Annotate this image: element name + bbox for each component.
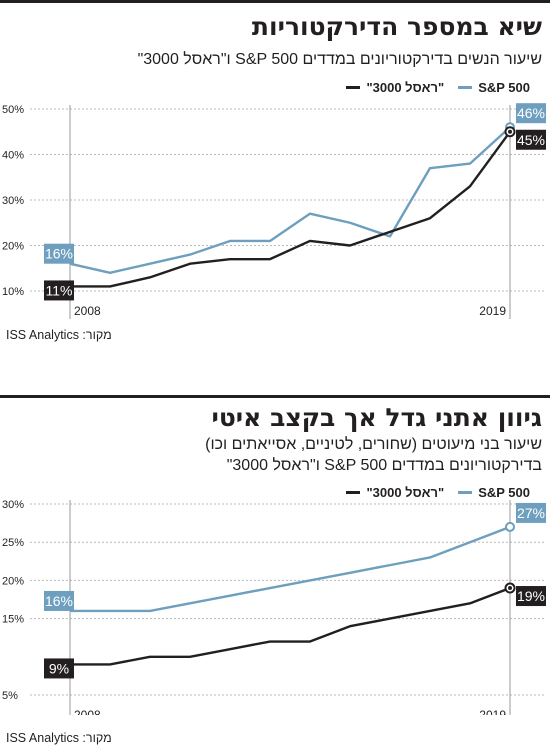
panel-title: גיוון אתני גדל אך בקצב איטי [211,403,542,432]
top-rule [0,0,550,3]
y-tick-label: 30% [2,499,24,511]
data-label-sp500-last: 46% [516,103,546,124]
data-label-russell-first: 9% [44,658,74,679]
series-line-1 [70,586,511,666]
legend-label-sp500: S&P 500 [478,485,530,500]
end-marker-dot [508,129,512,134]
data-label-sp500-first-box [44,243,74,264]
source-note: מקור: ISS Analytics [6,731,112,745]
chart-panel-women: שיא במספר הדירקטוריות שיעור הנשים בדירקט… [0,0,550,360]
panel-subtitle-line-1: שיעור בני מיעוטים (שחורים, לטיניים, אסיי… [205,436,542,453]
legend: S&P 500 "ראסל 3000" [346,485,530,500]
legend-swatch-russell [346,491,361,494]
line-chart-minorities: 5% 15% 20% 25% 30% 2008 2019 16% 9% 27% 19% [2,499,546,715]
data-label-sp500-last-text: 46% [517,105,545,121]
data-label-russell-last: 19% [516,586,546,607]
data-label-russell-first-text: 9% [49,660,69,676]
legend-swatch-russell [346,86,361,89]
x-tick-label: 2008 [74,708,101,715]
y-tick-label: 40% [2,150,24,162]
legend-item-sp500: S&P 500 [458,485,530,500]
data-label-russell-last: 45% [516,129,546,150]
chart-panel-minorities: גיוון אתני גדל אך בקצב איטי שיעור בני מי… [0,395,550,749]
y-tick-label: 50% [2,104,24,116]
data-label-russell-last-box [516,586,546,607]
x-tick-label: 2019 [479,708,506,715]
data-label-sp500-first: 16% [44,243,74,264]
end-marker-dot [508,586,512,591]
legend-item-sp500: S&P 500 [458,80,530,95]
end-marker-sp500 [505,521,515,532]
legend-label-russell: "ראסל 3000" [366,485,445,500]
x-tick-label: 2019 [479,304,506,318]
data-label-sp500-last-box [516,502,546,523]
legend-swatch-sp500 [458,86,473,89]
data-label-sp500-first-text: 16% [45,593,73,609]
top-rule [0,395,550,398]
legend-swatch-sp500 [458,491,473,494]
y-tick-label: 30% [2,195,24,207]
data-label-sp500-first-text: 16% [45,246,73,262]
series-line-1 [70,131,511,288]
panel-subtitle: שיעור הנשים בדירקטוריונים במדדים S&P 500… [137,51,542,68]
x-tick-label: 2008 [74,304,101,318]
y-tick-label: 10% [2,286,24,298]
legend-label-russell: "ראסל 3000" [366,80,445,95]
y-tick-label: 20% [2,575,24,587]
data-label-sp500-last-box [516,103,546,124]
legend-label-sp500: S&P 500 [478,80,530,95]
series-line-0 [69,126,511,275]
data-label-russell-last-text: 19% [517,588,545,604]
data-label-russell-first-box [44,280,74,301]
data-label-sp500-last-text: 27% [517,505,545,521]
legend-item-russell: "ראסל 3000" [346,80,444,95]
y-tick-label: 15% [2,614,24,626]
data-label-sp500-first-box [44,590,74,611]
data-label-sp500-first: 16% [44,590,74,611]
data-label-russell-first: 11% [44,280,74,301]
source-note: מקור: ISS Analytics [6,328,112,342]
panel-title: שיא במספר הדירקטוריות [251,12,542,41]
data-label-russell-last-box [516,129,546,150]
y-tick-label: 5% [2,690,18,702]
y-tick-label: 20% [2,241,24,253]
panel-subtitle-line-2: בדירקטוריונים במדדים S&P 500 ו"ראסל 3000… [226,457,542,474]
data-label-russell-first-box [44,658,74,679]
series-line-0 [70,525,511,613]
legend: S&P 500 "ראסל 3000" [346,80,530,95]
y-tick-label: 25% [2,537,24,549]
data-label-sp500-last: 27% [516,502,546,523]
line-chart-women: 10% 20% 30% 40% 50% 2008 2019 16% 11% 46% 45% [2,103,546,319]
data-label-russell-last-text: 45% [517,132,545,148]
data-label-russell-first-text: 11% [46,282,73,298]
legend-item-russell: "ראסל 3000" [346,485,444,500]
